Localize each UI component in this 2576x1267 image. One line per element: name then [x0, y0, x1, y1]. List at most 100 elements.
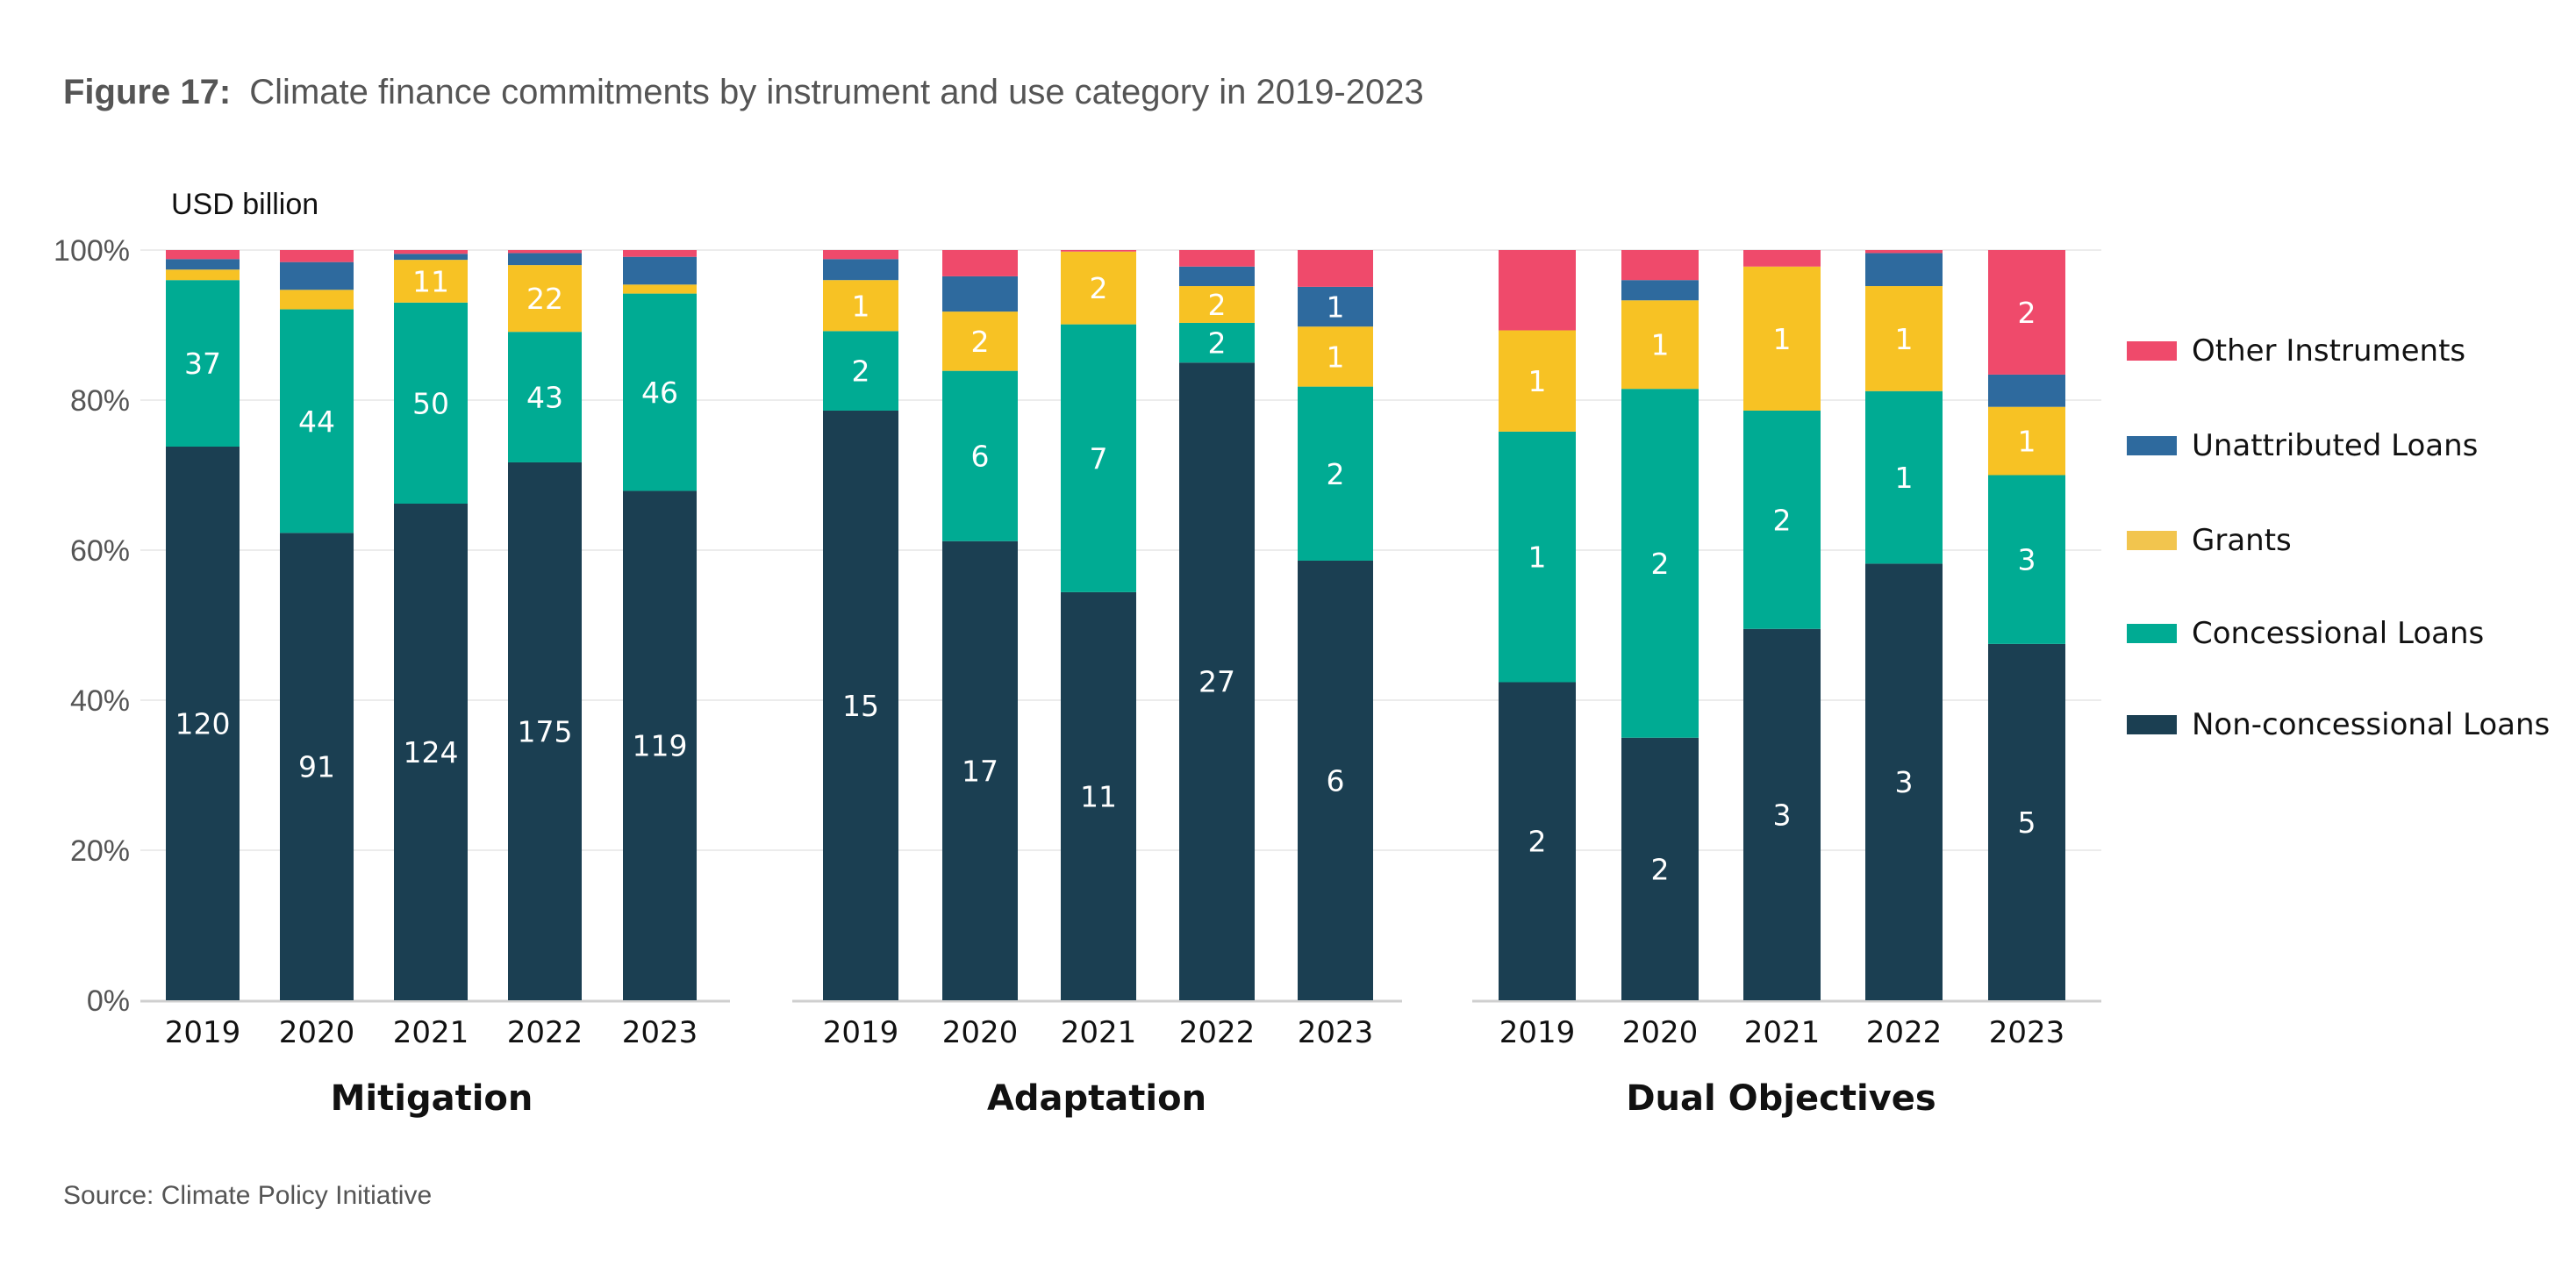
data-label: 17 [962, 754, 998, 788]
legend-label: Other Instruments [2192, 333, 2465, 369]
data-label: 2 [1651, 547, 1670, 581]
data-label: 7 [1090, 441, 1108, 476]
bar-segment-non-concessional-loans [623, 490, 697, 1000]
bar-segment-concessional-loans [1179, 322, 1255, 363]
bar-segment-concessional-loans [942, 370, 1018, 541]
bar-segment-other-instruments [1298, 250, 1373, 287]
y-tick-label: 80% [70, 384, 130, 418]
group-title: Adaptation [987, 1078, 1206, 1119]
bar-segment-unattributed-loans [280, 261, 354, 290]
bar-segment-non-concessional-loans [1499, 682, 1576, 1000]
x-tick-label: 2021 [1061, 1015, 1137, 1050]
legend-item-other-instruments: Other Instruments [2127, 333, 2465, 369]
bar-segment-unattributed-loans [1865, 253, 1943, 287]
legend-swatch [2127, 341, 2177, 361]
data-label: 44 [298, 404, 335, 439]
bar-segment-non-concessional-loans [1621, 737, 1699, 1000]
bar-segment-grants [1621, 300, 1699, 390]
bar-segment-grants [1743, 266, 1821, 411]
data-label: 1 [1895, 461, 1914, 495]
x-tick-label: 2021 [393, 1015, 469, 1050]
bar-segment-concessional-loans [1621, 389, 1699, 738]
bar-group-adaptation: 1521201917622020117220212722202262112023… [792, 250, 1402, 1119]
bar-segment-unattributed-loans [1621, 280, 1699, 301]
data-label: 1 [2018, 425, 2036, 459]
data-label: 175 [518, 714, 573, 748]
bar-segment-concessional-loans [623, 293, 697, 491]
data-label: 2 [971, 325, 990, 359]
data-label: 2 [1208, 326, 1227, 361]
bar-segment-non-concessional-loans [280, 533, 354, 1000]
bar-segment-concessional-loans [280, 309, 354, 533]
y-tick-label: 20% [70, 834, 130, 868]
data-label: 2 [1327, 457, 1345, 491]
data-label: 1 [1773, 322, 1792, 356]
bar-segment-grants [508, 265, 582, 333]
data-label: 1 [852, 289, 870, 323]
data-label: 2 [2018, 296, 2036, 330]
legend-label: Non-concessional Loans [2192, 707, 2550, 742]
bar-segment-other-instruments [508, 250, 582, 254]
bar-segment-unattributed-loans [823, 259, 898, 281]
data-label: 46 [641, 376, 678, 410]
bar-segment-concessional-loans [823, 331, 898, 411]
bar-segment-non-concessional-loans [942, 540, 1018, 1000]
x-tick-label: 2022 [507, 1015, 583, 1050]
bars: 1203720199144202012450112021175432220221… [140, 250, 2101, 1119]
x-tick-label: 2019 [823, 1015, 899, 1050]
data-label: 15 [842, 689, 879, 723]
bar-segment-concessional-loans [508, 332, 582, 462]
x-tick-label: 2023 [1989, 1015, 2065, 1050]
data-label: 3 [1773, 798, 1792, 832]
bar-segment-non-concessional-loans [1865, 563, 1943, 1000]
bar-segment-non-concessional-loans [1179, 362, 1255, 1000]
bar-segment-grants [1298, 326, 1373, 387]
bar-segment-other-instruments [823, 250, 898, 260]
figure-title: Figure 17: Climate finance commitments b… [63, 73, 1424, 111]
bar-group-mitigation: 120 37 2019 91 44 2020 124 50 11 2021 175 43 22 2022 1… [140, 250, 730, 1119]
data-label: 37 [184, 347, 221, 381]
group-title: Mitigation [331, 1078, 533, 1119]
data-label: 2 [1208, 288, 1227, 322]
data-label: 50 [412, 386, 449, 420]
bar-segment-concessional-loans [1988, 475, 2065, 644]
x-tick-label: 2019 [165, 1015, 241, 1050]
bar-segment-grants [1499, 330, 1576, 432]
legend: Other Instruments Unattributed Loans Grant… [2127, 333, 2550, 742]
y-tick-label: 60% [70, 534, 130, 568]
data-label: 11 [412, 264, 449, 298]
bar-segment-other-instruments [394, 250, 468, 254]
bar-segment-grants [942, 311, 1018, 371]
data-label: 124 [404, 735, 459, 770]
bar-segment-other-instruments [1499, 250, 1576, 331]
bar-segment-concessional-loans [1865, 390, 1943, 564]
bar-segment-unattributed-loans [942, 276, 1018, 312]
bar-segment-other-instruments [1988, 250, 2065, 375]
y-unit-label: USD billion [171, 188, 318, 221]
data-label: 6 [1327, 763, 1345, 798]
bar-segment-grants [394, 260, 468, 303]
bar-group-dual-objectives: 2 1 1 2019 2 2 1 2020 3 2 1 2021 3 1 1 2022 5 3 1 2 2023 Dual… [1472, 250, 2101, 1119]
bar-segment-unattributed-loans [394, 254, 468, 261]
bar-segment-grants [1179, 286, 1255, 323]
legend-label: Grants [2192, 523, 2292, 558]
bar-segment-unattributed-loans [623, 256, 697, 285]
group-title: Dual Objectives [1626, 1078, 1936, 1119]
bar-segment-unattributed-loans [1988, 374, 2065, 407]
legend-swatch [2127, 436, 2177, 455]
bar-segment-concessional-loans [1743, 410, 1821, 629]
data-label: 2 [852, 354, 870, 389]
bar-segment-concessional-loans [166, 280, 240, 447]
bar-segment-grants [166, 269, 240, 281]
bar-segment-grants [823, 280, 898, 332]
bar-segment-grants [1061, 251, 1136, 325]
data-label: 1 [1327, 290, 1345, 325]
data-label: 91 [298, 750, 335, 784]
x-tick-label: 2020 [1622, 1015, 1699, 1050]
bar-segment-other-instruments [166, 250, 240, 260]
data-label: 1 [1651, 328, 1670, 362]
bar-segment-non-concessional-loans [166, 447, 240, 1000]
data-label: 43 [526, 381, 563, 415]
x-tick-label: 2022 [1866, 1015, 1943, 1050]
data-label: 1 [1895, 322, 1914, 356]
